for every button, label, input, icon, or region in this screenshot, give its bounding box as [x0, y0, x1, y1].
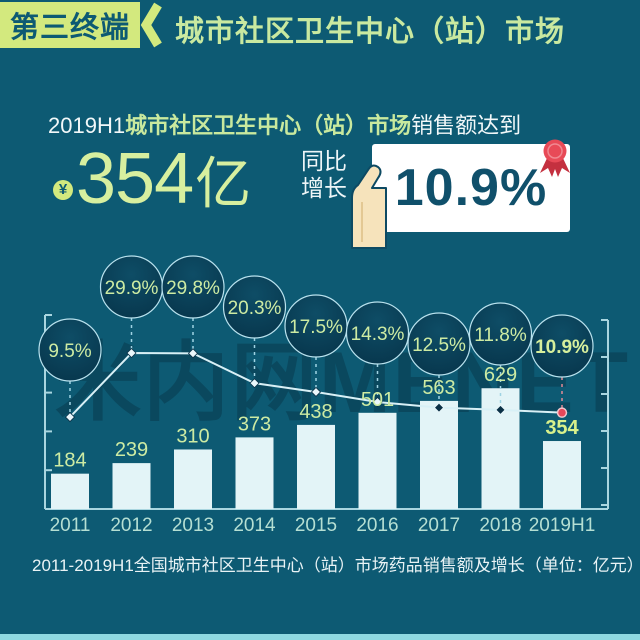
sales-amount-value: 354: [76, 139, 194, 219]
data-point: [126, 347, 137, 359]
bar-value-label: 563: [422, 377, 455, 399]
page-title: 城市社区卫生中心（站）市场: [175, 16, 566, 48]
data-point: [249, 378, 260, 389]
subtitle: 2019H1城市社区卫生中心（站）市场销售额达到: [48, 108, 521, 140]
growth-bubble: [38, 318, 102, 382]
subtitle-highlight: 城市社区卫生中心（站）市场: [125, 113, 412, 138]
bar: [51, 473, 89, 509]
growth-bubble-label: 29.8%: [166, 278, 220, 299]
bar: [543, 441, 581, 509]
x-axis-label: 2013: [172, 515, 214, 536]
bar-value-label: 354: [545, 417, 579, 439]
data-point: [372, 396, 383, 408]
sales-amount: 354 亿: [76, 138, 251, 220]
data-point: [495, 404, 506, 415]
bar: [174, 449, 212, 509]
bar-value-label: 629: [484, 364, 517, 386]
section-badge-label: 第三终端: [9, 12, 130, 44]
data-point: [433, 402, 445, 413]
x-axis-label: 2014: [233, 515, 276, 536]
growth-bubble-label: 9.5%: [48, 341, 91, 362]
growth-card: 10.9%: [372, 144, 570, 232]
chart-caption: 2011-2019H1全国城市社区卫生中心（站）市场药品销售额及增长（单位：亿元…: [32, 556, 640, 575]
x-axis-label: 2017: [418, 515, 460, 536]
section-badge: 第三终端: [0, 2, 140, 48]
data-point: [64, 412, 76, 423]
chevron-icon: [140, 2, 162, 48]
bar: [112, 463, 151, 509]
combo-chart: 2011 2012 2013 2014 2015 2016 2017 2018 2019H1 9.…: [38, 255, 609, 536]
data-point-highlight: [556, 407, 568, 418]
bar: [358, 412, 397, 509]
subtitle-suffix: 销售额达到: [411, 113, 522, 138]
sales-amount-unit: 亿: [195, 152, 252, 215]
growth-bubble-label: 14.3%: [351, 324, 405, 345]
bottom-strip: [0, 634, 640, 640]
subtitle-prefix: 2019H1: [48, 113, 126, 138]
growth-bubble-label: 10.9%: [535, 337, 589, 358]
x-axis-label: 2016: [356, 515, 398, 536]
growth-bubble: [345, 301, 410, 365]
growth-value: 10.9%: [394, 159, 548, 217]
data-point: [310, 386, 322, 398]
growth-bubble: [407, 312, 471, 376]
data-point: [187, 348, 199, 359]
growth-bubble: [222, 275, 287, 339]
growth-bubble-label: 17.5%: [289, 317, 343, 338]
bar-value-label: 239: [115, 439, 148, 461]
x-axis-label: 2011: [50, 515, 91, 536]
growth-label-line1: 同比: [301, 148, 347, 174]
bar: [235, 437, 274, 509]
medal-icon: [540, 139, 570, 177]
bar: [420, 400, 458, 509]
growth-bubble-label: 11.8%: [474, 325, 527, 346]
growth-bubble: [530, 314, 594, 378]
growth-bubble: [468, 302, 533, 366]
x-axis-label: 2018: [479, 515, 521, 536]
x-axis-label: 2019H1: [529, 515, 596, 536]
growth-label: 同比 增长: [301, 148, 347, 202]
bar: [297, 424, 335, 509]
bar-value-label: 310: [176, 425, 209, 447]
growth-bubble-label: 20.3%: [228, 298, 282, 319]
growth-bubble-label: 12.5%: [412, 335, 466, 356]
hand-icon: [351, 164, 387, 249]
x-axis-label: 2015: [295, 515, 337, 536]
growth-label-line2: 增长: [301, 175, 347, 201]
bar-value-label: 184: [53, 450, 86, 472]
yuan-icon: ¥: [53, 180, 73, 200]
bar-value-label: 501: [361, 389, 394, 411]
growth-bubble-label: 29.9%: [105, 278, 159, 299]
bar-value-label: 373: [238, 413, 271, 435]
x-axis-label: 2012: [110, 515, 152, 536]
bar-value-label: 438: [299, 401, 332, 423]
growth-bubble: [161, 255, 225, 319]
